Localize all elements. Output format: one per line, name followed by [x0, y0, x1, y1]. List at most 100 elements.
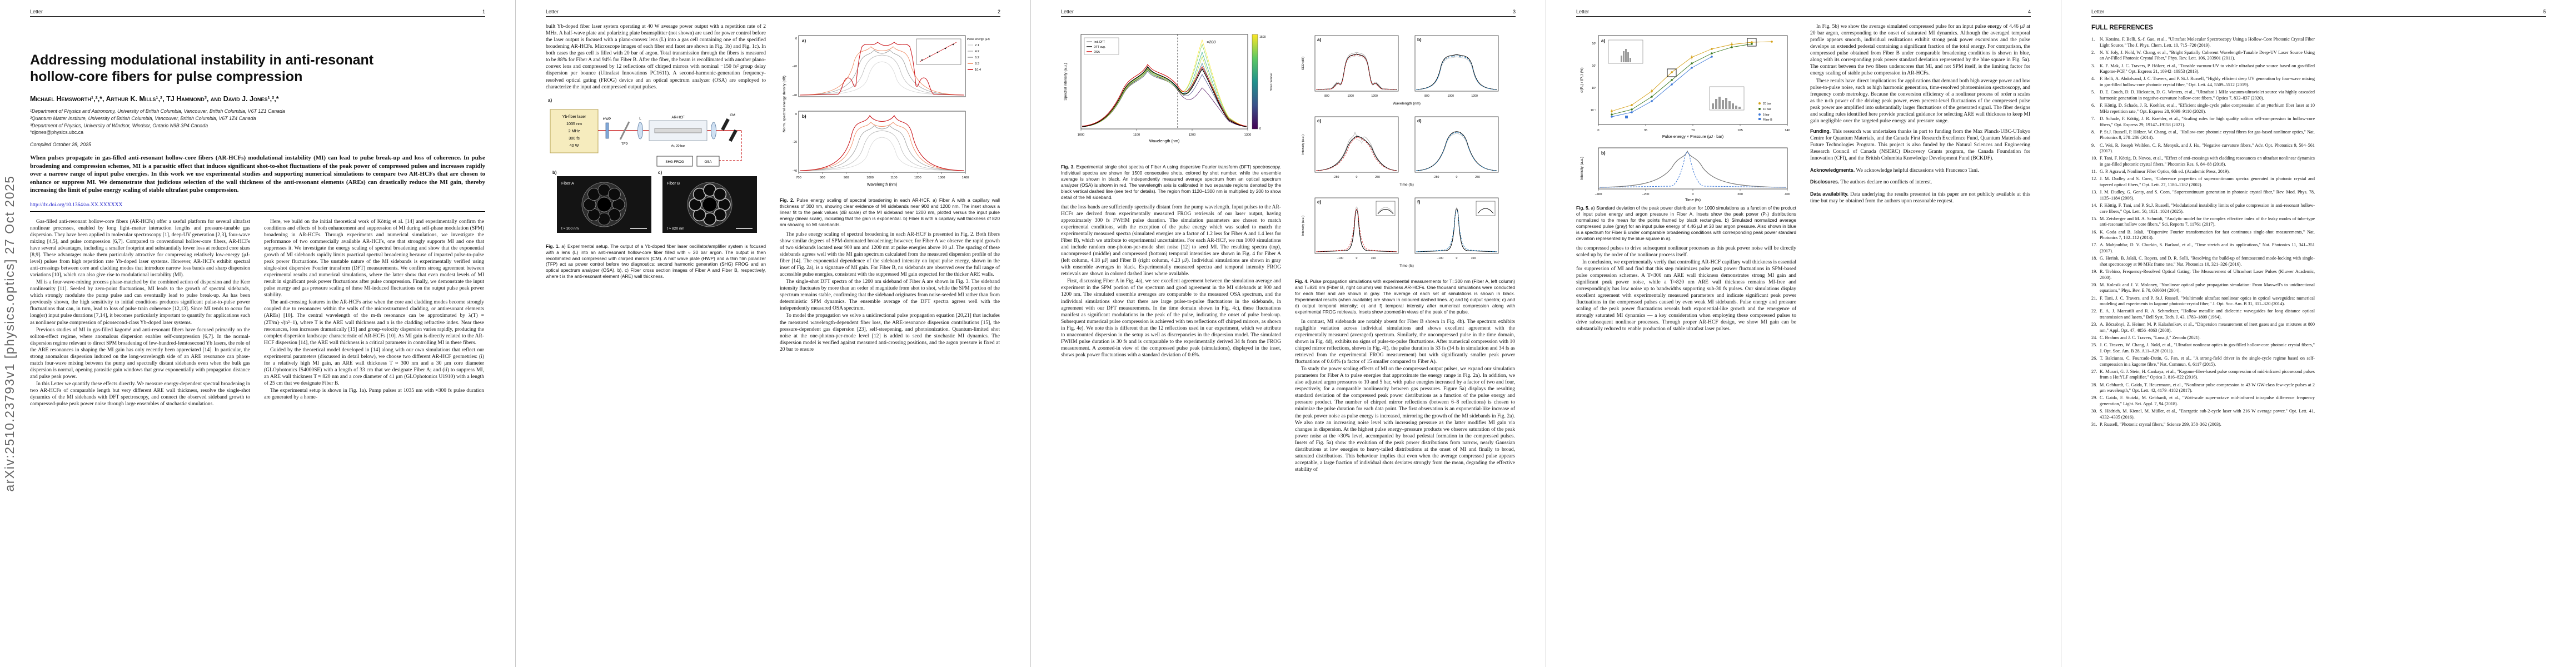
figure2-spectra-graphic: a) 0 −20 −40 Pulse energy (μJ) 2.1 4.2 6…	[783, 35, 990, 187]
caption-lead: Fig. 4.	[1295, 278, 1309, 284]
column-text: The pulse energy scaling of spectral bro…	[780, 231, 1000, 353]
reference-item: P. St.J. Russell, P. Hölzer, W. Chang, e…	[2091, 129, 2315, 141]
figure-3: ×200 Ind. DFT DFT avg. OSA 1500 0 Shot n…	[1061, 28, 1281, 201]
legend-item: 10 bar	[1763, 108, 1771, 111]
tick-label: 0	[1456, 176, 1458, 179]
email-link[interactable]: *djones@physics.ubc.ca	[30, 130, 83, 136]
laser-label: 1035 nm	[566, 121, 582, 126]
reference-item: T. Balciunas, C. Fourcade-Dutin, G. Fan,…	[2091, 356, 2315, 367]
tick-label: 1300	[938, 176, 945, 180]
body-paragraph: the compressed pulses to drive subsequen…	[1576, 245, 1796, 258]
tick-label: 900	[844, 176, 849, 180]
legend-item: Ind. DFT	[1094, 41, 1105, 44]
body-paragraph: Here, we build on the initial theoretica…	[264, 218, 484, 298]
x-axis-label: Time (fs)	[1399, 183, 1414, 187]
reference-item: N. Kotsina, F. Belli, S.-f. Gao, et al.,…	[2091, 37, 2315, 48]
tick-label: 1000	[1448, 94, 1454, 98]
body-paragraph: The experimental setup is shown in Fig. …	[264, 388, 484, 401]
figure3-caption: Fig. 3. Experimental single shot spectra…	[1061, 164, 1281, 201]
reference-item: F. Tani, F. Köttig, D. Novoa, et al., "E…	[2091, 156, 2315, 167]
tick-label: 0	[1356, 176, 1358, 179]
disclosures-heading: Disclosures.	[1810, 179, 1840, 185]
x-axis-label: Time (fs)	[1399, 264, 1414, 268]
figure5-caption: Fig. 5. a) Standard deviation of the pea…	[1576, 205, 1796, 242]
tick-label: 1200	[1371, 94, 1378, 98]
figure-4: a) b) 800 1000 1200 800 1000 1200 Wavele…	[1295, 28, 1515, 315]
body-paragraph: that the loss bands are sufficiently spe…	[1061, 204, 1281, 277]
data-availability-section: Data availability. Data underlying the r…	[1810, 191, 2030, 205]
colorbar-max: 1500	[1259, 36, 1266, 39]
fiber-b-thickness: t ≈ 820 nm	[667, 227, 685, 231]
tick-label: −20	[792, 141, 797, 144]
header-label: Letter	[1061, 9, 1074, 14]
body-paragraph: To study the power scaling effects of MI…	[1295, 366, 1515, 472]
tick-label: 10¹	[1592, 64, 1597, 68]
tick-label: 1100	[1133, 133, 1140, 137]
reference-item: C. Gaida, F. Stutzki, M. Gebhardt, et al…	[2091, 395, 2315, 407]
reference-item: F. Köttig, D. Schade, J. R. Koehler, et …	[2091, 103, 2315, 114]
x-axis-label: Wavelength (nm)	[867, 182, 897, 187]
page-number: 2	[997, 9, 1000, 14]
page3-column-2: a) b) 800 1000 1200 800 1000 1200 Wavele…	[1295, 23, 1515, 475]
figure4-simulation-graphic: a) b) 800 1000 1200 800 1000 1200 Wavele…	[1302, 35, 1499, 268]
gas-label: Ar, 20 bar	[671, 145, 685, 148]
page-4: Letter 4	[1546, 0, 2061, 667]
y-axis-label: Intensity (a.u.)	[1580, 157, 1584, 180]
figure-2: a) 0 −20 −40 Pulse energy (μJ) 2.1 4.2 6…	[780, 28, 1000, 228]
inset-histogram-high	[1709, 86, 1745, 111]
reference-item: C. Wei, R. Joseph Weiblen, C. R. Menyuk,…	[2091, 142, 2315, 154]
multiplier-annotation: ×200	[1207, 39, 1215, 44]
page-number: 5	[2543, 9, 2546, 14]
panel-label: d)	[1417, 118, 1422, 123]
tick-label: 1100	[890, 176, 897, 180]
column-text: that the loss bands are sufficiently spe…	[1061, 204, 1281, 359]
tick-label: 0	[795, 37, 797, 41]
reference-item: K. F. Mak, J. C. Travers, P. Hölzer, et …	[2091, 63, 2315, 74]
compiled-date: Compiled October 28, 2025	[30, 142, 92, 147]
legend-item: OSA	[1094, 51, 1100, 54]
reference-item: F. Tani, J. C. Travers, and P. St.J. Rus…	[2091, 295, 2315, 307]
caption-lead: Fig. 5.	[1576, 205, 1590, 211]
y-axis-label: SED (dB)	[1302, 57, 1305, 70]
inset-histogram-low	[1608, 39, 1643, 64]
tick-label: −200	[1642, 193, 1650, 196]
reference-item: C. Brahms and J. C. Travers, "Luna.jl," …	[2091, 335, 2201, 341]
legend-item: 20 bar	[1763, 102, 1771, 106]
tick-label: 250	[1475, 176, 1480, 179]
page-header: Letter 5	[2091, 9, 2546, 17]
legend-title: Pulse energy (μJ)	[967, 38, 990, 41]
panel-label: b)	[802, 114, 806, 119]
acknowledgments-heading: Acknowledgments.	[1810, 167, 1855, 173]
column-text: In contrast, MI sidebands are notably ab…	[1295, 318, 1515, 473]
tick-label: −40	[792, 170, 797, 173]
tick-label: −100	[1437, 257, 1443, 260]
abstract-divider	[30, 211, 485, 212]
tick-label: 0	[1692, 193, 1693, 196]
panel-label: e)	[1317, 200, 1321, 205]
tick-label: 100	[1371, 257, 1376, 260]
tick-label: 250	[1375, 176, 1380, 179]
legend-item: Fiber B	[1763, 118, 1772, 122]
caption-text: a) Experimental setup. The output of a Y…	[546, 243, 766, 280]
laser-label: 300 fs	[569, 136, 580, 141]
fiber-a-image: Fiber A t ≈ 300 nm	[557, 176, 651, 233]
figure4-caption: Fig. 4. Pulse propagation simulations wi…	[1295, 278, 1515, 315]
tick-label: 200	[1737, 193, 1743, 196]
y-axis-label: Norm. spectral energy density (dB)	[783, 76, 786, 132]
caption-lead: Fig. 2.	[780, 197, 794, 203]
page-3: Letter 3	[1030, 0, 1546, 667]
tick-label: −20	[792, 65, 797, 68]
body-paragraph: The single-shot DFT spectra of the 1200 …	[780, 279, 1000, 312]
body-paragraph: The anti-crossing features in the AR-HCF…	[264, 300, 484, 346]
page-number: 1	[482, 9, 485, 14]
page-header: Letter 2	[546, 9, 1000, 17]
doi-link[interactable]: http://dx.doi.org/10.1364/ao.XX.XXXXXX	[30, 202, 123, 208]
page-1: Letter 1 arXiv:2510.23793v1 [physics.opt…	[0, 0, 515, 667]
disclosures-text: The authors declare no conflicts of inte…	[1840, 180, 1932, 186]
reference-item: K. Goda and B. Jalali, "Dispersive Fouri…	[2091, 229, 2315, 241]
data-availability-text: Data underlying the results presented in…	[1810, 191, 2030, 204]
panel-label: b)	[1601, 151, 1606, 156]
caption-text: Experimental single shot spectra of Fibe…	[1061, 164, 1281, 200]
page3-column-1: ×200 Ind. DFT DFT avg. OSA 1500 0 Shot n…	[1061, 23, 1281, 475]
